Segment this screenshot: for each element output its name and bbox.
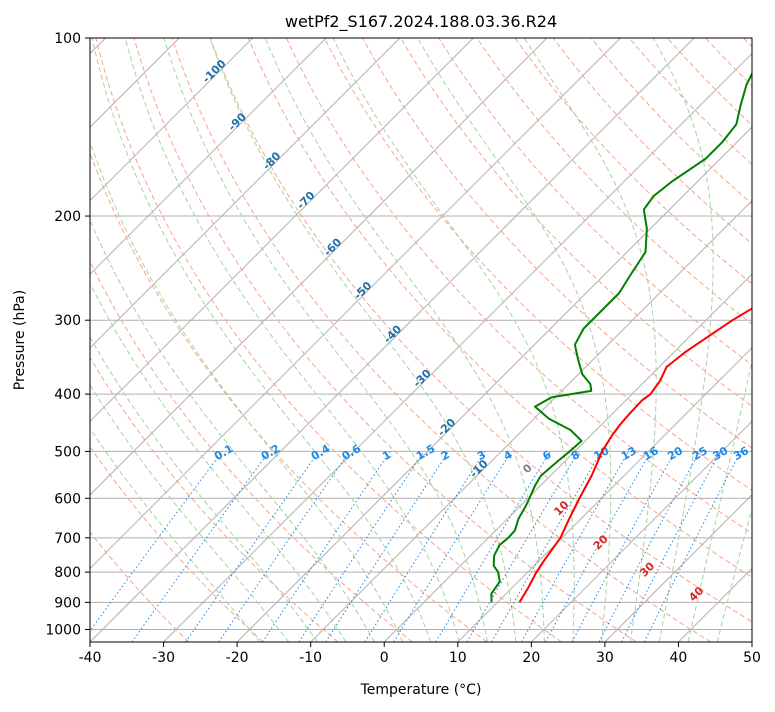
dry-adiabat-line [362,38,752,449]
moist-adiabat-line [90,427,261,642]
isotherm-line [163,52,752,642]
x-tick-label: 20 [522,650,540,666]
moist-adiabat-line [90,384,290,642]
dry-adiabat-line [400,38,752,407]
isotherm-line [90,38,695,642]
moist-adiabat-line [687,358,752,642]
moist-adiabats [90,38,752,642]
sounding-profiles [490,71,752,603]
isotherm-line [90,38,401,349]
y-axis-label: Pressure (hPa) [12,290,28,390]
moist-adiabat-line [209,38,517,642]
x-tick-label: 50 [743,650,761,666]
moist-adiabat-line [91,38,432,642]
y-tick-label: 300 [54,313,81,329]
dry-adiabat-line [285,38,752,535]
mixing-ratio-line [435,451,551,642]
dry-adiabat-line [90,260,413,642]
moist-adiabat-line [523,38,657,642]
plot-frame [89,37,753,643]
moist-adiabat-line [652,38,714,642]
x-tick-label: -20 [226,650,249,666]
dry-adiabat-line [171,38,712,642]
y-tick-label: 900 [54,595,81,611]
isotherm-line [530,420,752,642]
y-tick-label: 100 [54,31,81,47]
moist-adiabat-line [716,507,752,642]
x-tick-label: -10 [299,650,322,666]
x-tick-label: -40 [79,650,102,666]
moist-adiabat-line [417,38,612,642]
y-tick-label: 400 [54,387,81,403]
mixing-ratio-line [131,451,270,642]
y-tick-label: 700 [54,531,81,547]
mixing-ratio-line [571,451,676,642]
mixing-ratio-line [491,451,602,642]
mixing-ratio-line [393,451,512,642]
isobar-gridlines [90,38,752,630]
axis-ticks: -40 -30 -20 -10 0 10 20 30 40 50 100 200 300 400 500 60… [45,31,761,666]
dry-adiabat-line [133,38,637,642]
moist-adiabat-line [163,38,488,642]
isotherm-line [604,494,752,642]
dry-adiabat-line [247,38,752,578]
y-tick-label: 600 [54,491,81,507]
dry-adiabat-line [95,38,562,642]
plot-area: 0.1 0.2 0.4 0.6 1 1.5 2 3 4 6 8 10 13 16 20 25 30 36-100-… [90,38,752,642]
isotherm-line [90,38,254,202]
mixing-ratio-lines [90,451,742,642]
isotherm-line [383,273,752,642]
mixing-ratio-line [545,451,652,642]
mixing-ratio-line [521,451,630,642]
x-tick-label: 10 [449,650,467,666]
x-tick-label: 0 [380,650,389,666]
dry-adiabat-line [209,38,752,623]
x-tick-label: -30 [152,650,175,666]
dry-adiabat-line [324,38,752,491]
x-tick-label: 30 [596,650,614,666]
mixing-ratio-line [364,451,486,642]
mixing-ratio-line [90,451,223,632]
moist-adiabat-line [124,38,460,642]
moist-adiabat-line [90,282,347,642]
mixing-ratio-line [466,451,580,642]
dewpoint-profile-line [490,71,752,603]
dry-adiabat-line [476,38,752,325]
dry-adiabats [90,38,752,642]
moist-adiabat-line [332,38,575,642]
moist-adiabat-line [90,336,318,642]
moist-adiabat-line [90,139,404,642]
isotherm-line [90,38,474,423]
dry-adiabat-line [90,531,190,642]
y-tick-label: 200 [54,209,81,225]
chart-title: wetPf2_S167.2024.188.03.36.R24 [285,12,557,32]
moist-adiabat-line [264,38,545,642]
moist-adiabat-line [90,218,375,642]
isotherm-line [90,38,621,570]
dry-adiabat-line [590,38,752,205]
isotherm-line [236,126,752,642]
x-tick-label: 40 [670,650,688,666]
x-axis-label: Temperature (°C) [360,682,482,698]
dry-adiabat-line [438,38,752,366]
dry-adiabat-line [90,151,488,642]
y-tick-label: 500 [54,444,81,460]
mixing-ratio-line [218,451,351,642]
y-tick-label: 800 [54,565,81,581]
temperature-profile-line [518,307,752,603]
dry-adiabat-line [514,38,752,285]
isotherm-line [90,38,327,275]
isotherm-line [90,38,548,496]
y-tick-label: 1000 [45,622,81,638]
mixing-ratio-line [325,451,450,642]
dry-adiabat-line [90,356,339,642]
